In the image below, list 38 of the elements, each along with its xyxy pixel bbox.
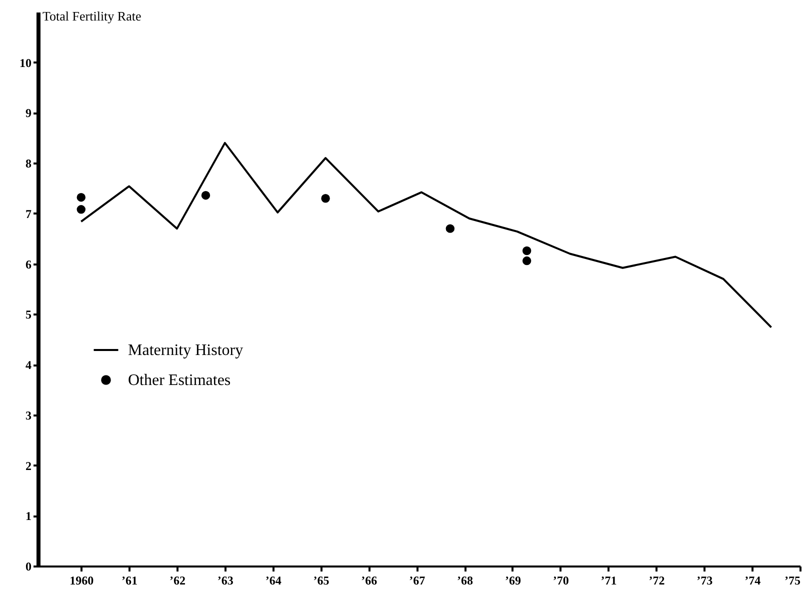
- y-tick-label: 5: [26, 308, 32, 322]
- x-tick-label: 1960: [70, 574, 94, 588]
- point: [201, 190, 210, 200]
- point: [76, 205, 86, 214]
- x-tick-label: ’64: [265, 574, 282, 588]
- x-tick-label: ’66: [361, 574, 378, 588]
- y-axis-title: Total Fertility Rate: [42, 8, 142, 24]
- y-tick-label: 1: [26, 509, 32, 524]
- y-tick-label: 9: [26, 106, 32, 120]
- point: [522, 246, 532, 256]
- y-tick-label: 2: [26, 458, 32, 473]
- legend-label: Other Estimates: [128, 372, 231, 389]
- x-tick-label: ’69: [504, 574, 521, 588]
- y-tick-label: 4: [26, 358, 32, 372]
- point: [76, 192, 86, 202]
- x-tick-label: ’67: [409, 574, 426, 588]
- x-tick-label: ’70: [552, 574, 569, 588]
- y-tick-label: 0: [26, 560, 32, 574]
- x-tick-label: ’63: [217, 574, 234, 588]
- x-tick-label: ’62: [169, 574, 186, 588]
- x-tick-label: ’65: [313, 574, 330, 588]
- y-tick-label: 3: [26, 408, 32, 422]
- y-tick-label: 7: [26, 206, 32, 221]
- point: [522, 256, 532, 266]
- line-series: [80, 142, 772, 328]
- x-tick-label: ’74: [744, 574, 761, 588]
- x-tick-label: ’75: [784, 574, 800, 588]
- y-tick-label: 8: [26, 156, 32, 171]
- x-tick-label: ’61: [122, 574, 138, 588]
- x-tick-label: ’73: [696, 574, 713, 588]
- point: [446, 224, 455, 233]
- x-tick-label: ’68: [457, 574, 474, 588]
- legend-label: Maternity History: [128, 342, 244, 359]
- point: [321, 194, 330, 203]
- x-tick-label: ’71: [600, 574, 617, 588]
- x-tick-label: ’72: [648, 574, 665, 588]
- y-tick-label: 10: [20, 56, 32, 70]
- y-tick-label: 6: [26, 257, 32, 272]
